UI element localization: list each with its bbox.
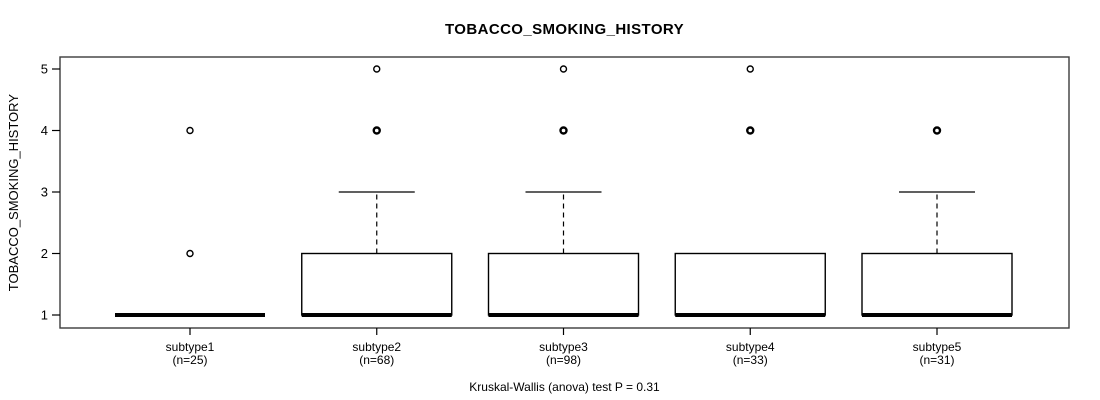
x-axis-tick-sublabel: (n=25) xyxy=(172,353,207,367)
outlier-point xyxy=(186,249,194,258)
outlier-point xyxy=(186,126,194,135)
boxplot-box xyxy=(674,252,826,316)
y-axis-tick-label: 4 xyxy=(41,123,48,138)
boxplot-box xyxy=(487,252,640,316)
stat-test-note: Kruskal-Wallis (anova) test P = 0.31 xyxy=(469,380,660,394)
x-axis-tick-sublabel: (n=68) xyxy=(359,353,394,367)
outlier-point xyxy=(932,126,942,135)
boxplot-box xyxy=(301,252,453,316)
x-axis-tick-sublabel: (n=98) xyxy=(546,353,581,367)
x-axis-tick-label: subtype3 xyxy=(539,340,588,354)
y-axis-tick-label: 3 xyxy=(41,185,48,200)
boxplot-box xyxy=(861,252,1013,316)
x-axis-tick-label: subtype5 xyxy=(913,340,962,354)
y-axis-tick-label: 5 xyxy=(41,62,48,77)
x-axis-tick-sublabel: (n=31) xyxy=(919,353,954,367)
outlier-point xyxy=(559,65,568,73)
chart-title: TOBACCO_SMOKING_HISTORY xyxy=(445,21,684,38)
outlier-point xyxy=(746,126,755,135)
outlier-point xyxy=(746,65,754,73)
y-axis-tick-label: 2 xyxy=(41,246,48,261)
x-axis-tick-label: subtype4 xyxy=(726,340,775,354)
outlier-point xyxy=(372,126,381,135)
outlier-point xyxy=(559,126,568,135)
x-axis-tick-label: subtype2 xyxy=(352,340,401,354)
x-axis-tick-sublabel: (n=33) xyxy=(733,353,768,367)
outlier-point xyxy=(373,65,381,73)
x-axis-tick-label: subtype1 xyxy=(166,340,215,354)
y-axis-tick-label: 1 xyxy=(41,308,48,323)
